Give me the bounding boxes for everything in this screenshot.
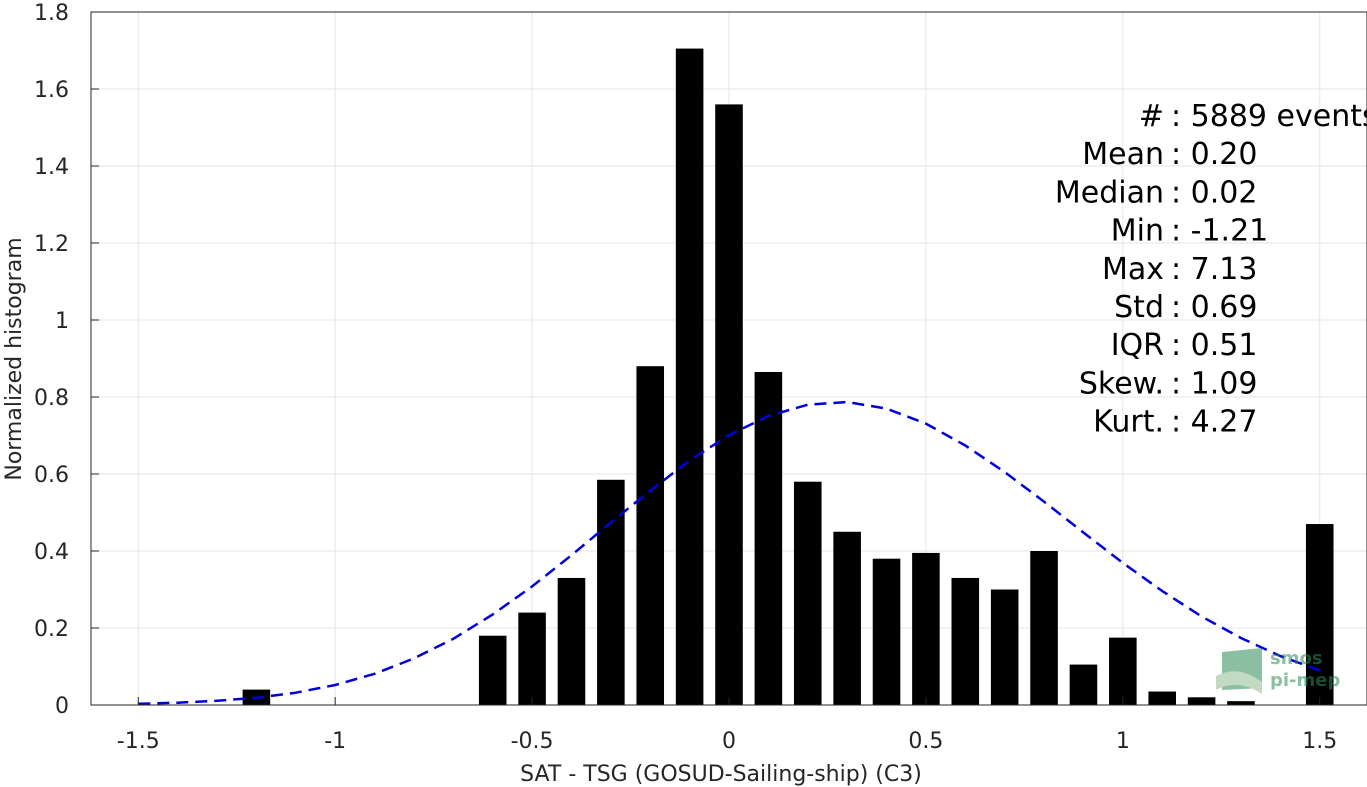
stat-label: Mean bbox=[1082, 137, 1164, 172]
histogram-bar bbox=[597, 479, 625, 705]
stat-value: : 0.20 bbox=[1171, 137, 1257, 172]
histogram-bar bbox=[1305, 524, 1334, 705]
histogram-bar bbox=[675, 48, 704, 705]
stat-value: : 0.69 bbox=[1171, 290, 1257, 325]
histogram-bar bbox=[872, 558, 901, 705]
y-tick-label: 1.8 bbox=[34, 1, 69, 26]
axes bbox=[90, 11, 1367, 706]
histogram-bar bbox=[478, 635, 507, 705]
y-tick-label: 1.6 bbox=[34, 78, 69, 103]
stat-value: : 0.51 bbox=[1171, 328, 1257, 363]
y-tick-label: 0.4 bbox=[34, 540, 69, 565]
histogram-bar bbox=[715, 104, 743, 705]
stat-value: : 4.27 bbox=[1171, 405, 1257, 440]
histogram-bar bbox=[833, 531, 861, 705]
stat-label: # bbox=[1139, 99, 1164, 134]
y-tick-label: 0 bbox=[55, 694, 69, 719]
histogram-bar bbox=[1030, 551, 1058, 705]
stat-label: Std bbox=[1114, 290, 1164, 325]
histogram-bar bbox=[557, 577, 586, 705]
histogram-bar bbox=[990, 589, 1019, 705]
watermark-text-pimep: pi-mep bbox=[1270, 670, 1340, 691]
stat-value: : 5889 events bbox=[1171, 99, 1367, 134]
y-axis-title: Normalized histogram bbox=[2, 237, 27, 480]
x-tick-label: -0.5 bbox=[511, 729, 554, 754]
y-tick-label: 0.2 bbox=[34, 617, 69, 642]
stat-label: IQR bbox=[1111, 328, 1164, 363]
y-tick-label: 0.8 bbox=[34, 386, 69, 411]
stat-label: Min bbox=[1111, 214, 1164, 249]
stat-value: : 7.13 bbox=[1171, 252, 1257, 287]
y-tick-label: 1.2 bbox=[34, 232, 69, 257]
x-tick-label: 0.5 bbox=[908, 729, 943, 754]
histogram-bar bbox=[754, 371, 783, 705]
x-tick-label: 0 bbox=[722, 729, 736, 754]
stat-label: Skew. bbox=[1079, 366, 1164, 401]
stat-label: Median bbox=[1055, 175, 1164, 210]
x-tick-label: 1.5 bbox=[1302, 729, 1337, 754]
y-tick-labels: 0 0.2 0.4 0.6 0.8 1 1.2 1.4 1.6 1.8 bbox=[34, 1, 69, 719]
stat-label: Max bbox=[1102, 252, 1164, 287]
histogram-bar bbox=[1148, 691, 1176, 705]
x-axis-title: SAT - TSG (GOSUD-Sailing-ship) (C3) bbox=[520, 762, 922, 787]
y-tick-label: 0.6 bbox=[34, 463, 69, 488]
histogram-bar bbox=[1227, 701, 1255, 705]
x-tick-label: -1.5 bbox=[117, 729, 160, 754]
x-tick-label: 1 bbox=[1116, 729, 1130, 754]
histogram-bars bbox=[242, 48, 1334, 705]
y-tick-label: 1.4 bbox=[34, 155, 69, 180]
stat-value: : 1.09 bbox=[1171, 366, 1257, 401]
x-tick-labels: -1.5 -1 -0.5 0 0.5 1 1.5 bbox=[117, 729, 1337, 754]
stat-value: : -1.21 bbox=[1171, 214, 1268, 249]
histogram-bar bbox=[1109, 637, 1137, 705]
histogram-bar bbox=[1187, 697, 1216, 705]
watermark-text-smos: smos bbox=[1270, 648, 1323, 669]
watermark-logo-icon-wave bbox=[1216, 671, 1262, 694]
stat-value: : 0.02 bbox=[1171, 175, 1257, 210]
smos-pimep-watermark: smos pi-mep bbox=[1216, 648, 1340, 694]
stat-label: Kurt. bbox=[1093, 405, 1164, 440]
histogram-bar bbox=[793, 481, 822, 705]
histogram-bar bbox=[912, 552, 940, 705]
histogram-bar bbox=[518, 612, 546, 705]
x-tick-label: -1 bbox=[324, 729, 346, 754]
y-tick-label: 1 bbox=[55, 309, 69, 334]
histogram-bar bbox=[951, 577, 980, 705]
gaussian-fit-curve bbox=[138, 400, 1321, 706]
histogram-bar bbox=[636, 366, 665, 705]
histogram-bar bbox=[1069, 664, 1098, 705]
